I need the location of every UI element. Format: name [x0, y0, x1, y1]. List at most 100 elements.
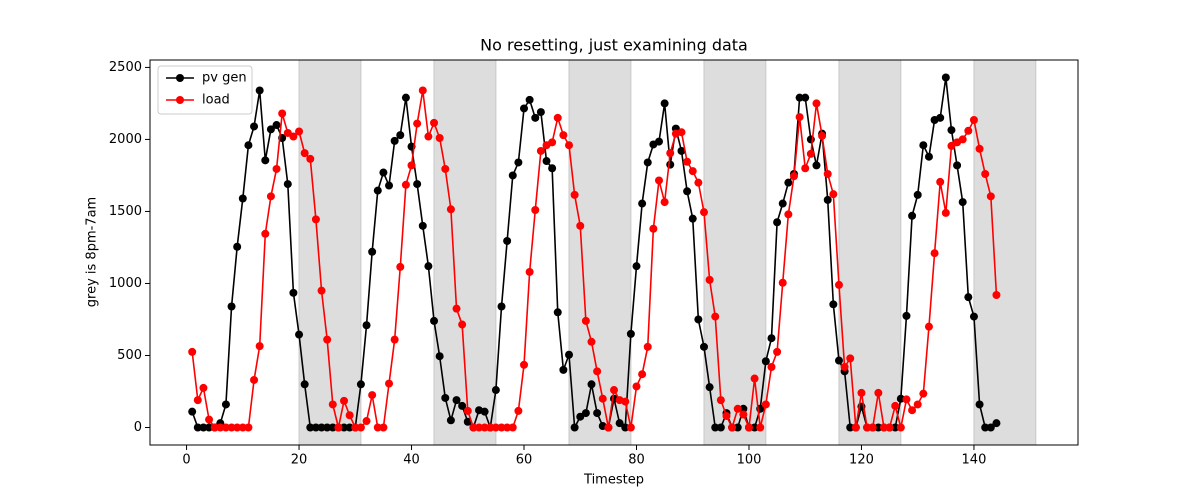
data-point	[463, 417, 472, 426]
data-point	[255, 86, 264, 95]
data-point	[834, 356, 843, 365]
legend-label: pv gen	[202, 71, 247, 86]
data-point	[879, 423, 888, 432]
y-tick-label: 2000	[109, 132, 142, 147]
data-point	[801, 164, 810, 173]
data-point	[941, 208, 950, 217]
data-point	[430, 118, 439, 127]
data-point	[261, 156, 270, 165]
data-point	[694, 315, 703, 324]
data-point	[829, 300, 838, 309]
data-point	[874, 423, 883, 432]
data-point	[311, 215, 320, 224]
data-point	[345, 423, 354, 432]
data-point	[193, 423, 202, 432]
data-point	[323, 423, 332, 432]
data-point	[750, 374, 759, 383]
data-point	[666, 149, 675, 158]
data-point	[216, 423, 225, 432]
data-point	[992, 419, 1001, 428]
data-point	[221, 423, 230, 432]
data-point	[598, 394, 607, 403]
data-point	[570, 423, 579, 432]
data-point	[480, 407, 489, 416]
data-point	[401, 93, 410, 102]
data-point	[711, 312, 720, 321]
data-point	[233, 242, 242, 251]
data-point	[261, 229, 270, 238]
data-point	[368, 247, 377, 256]
data-point	[379, 168, 388, 177]
data-point	[323, 335, 332, 344]
data-point	[784, 210, 793, 219]
data-point	[975, 400, 984, 409]
data-point	[295, 330, 304, 339]
data-point	[733, 423, 742, 432]
data-point	[430, 316, 439, 325]
data-point	[390, 136, 399, 145]
data-point	[520, 360, 529, 369]
x-tick-label: 100	[737, 453, 762, 468]
data-point	[660, 99, 669, 108]
data-point	[958, 135, 967, 144]
data-point	[913, 400, 922, 409]
data-point	[238, 423, 247, 432]
data-point	[626, 423, 635, 432]
data-point	[908, 211, 917, 220]
data-point	[761, 357, 770, 366]
data-point	[699, 208, 708, 217]
data-point	[840, 363, 849, 372]
data-point	[587, 380, 596, 389]
data-point	[205, 415, 214, 424]
data-point	[340, 423, 349, 432]
data-point	[683, 187, 692, 196]
data-point	[699, 342, 708, 351]
data-point	[919, 389, 928, 398]
data-point	[621, 423, 630, 432]
data-point	[969, 312, 978, 321]
data-point	[531, 206, 540, 215]
data-point	[250, 375, 259, 384]
data-point	[806, 135, 815, 144]
data-point	[497, 302, 506, 311]
data-point	[688, 214, 697, 223]
shaded-span	[298, 59, 362, 446]
data-point	[272, 121, 281, 130]
data-point	[789, 172, 798, 181]
data-point	[576, 221, 585, 230]
data-point	[458, 401, 467, 410]
data-point	[778, 199, 787, 208]
series-line	[191, 90, 998, 431]
data-point	[266, 192, 275, 201]
data-point	[593, 409, 602, 418]
data-point	[986, 192, 995, 201]
data-point	[868, 423, 877, 432]
data-point	[559, 365, 568, 374]
data-point	[649, 224, 658, 233]
data-point	[728, 423, 737, 432]
data-point	[626, 329, 635, 338]
data-point	[846, 354, 855, 363]
data-point	[902, 311, 911, 320]
data-point	[823, 170, 832, 179]
data-point	[199, 423, 208, 432]
data-point	[818, 131, 827, 140]
data-point	[739, 410, 748, 419]
data-point	[317, 286, 326, 295]
data-point	[716, 423, 725, 432]
data-point	[761, 400, 770, 409]
data-point	[632, 262, 641, 271]
data-point	[823, 195, 832, 204]
data-point	[508, 423, 517, 432]
data-point	[413, 180, 422, 189]
data-point	[452, 396, 461, 405]
data-point	[205, 423, 214, 432]
data-point	[941, 73, 950, 82]
data-point	[750, 423, 759, 432]
data-point	[289, 132, 298, 141]
data-point	[773, 347, 782, 356]
data-point	[435, 133, 444, 142]
data-point	[362, 321, 371, 330]
x-axis-label: Timestep	[583, 473, 644, 488]
x-tick-label: 0	[182, 453, 190, 468]
